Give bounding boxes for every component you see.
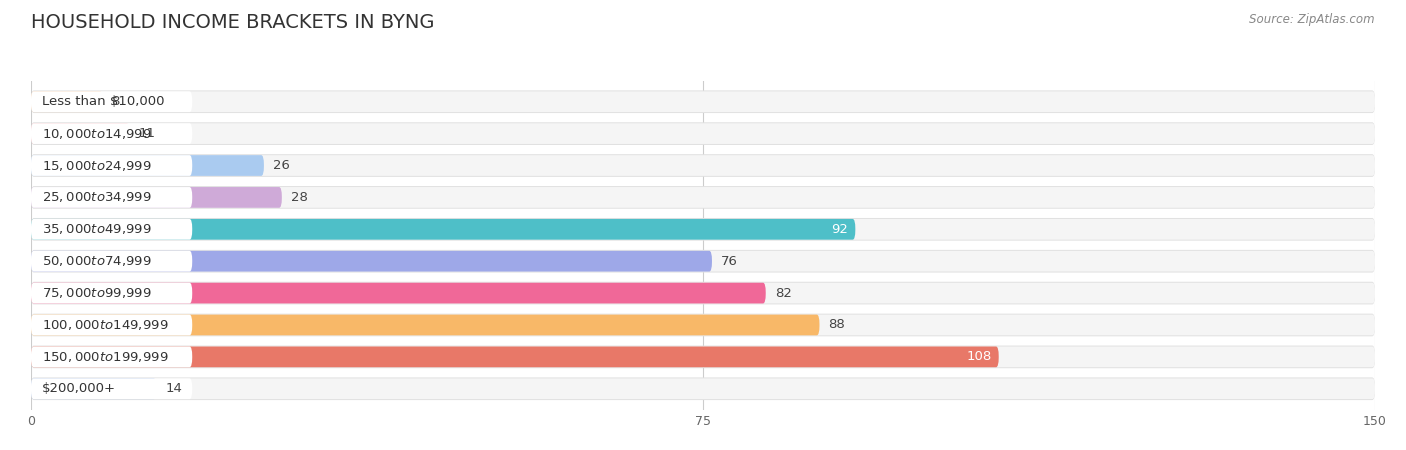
FancyBboxPatch shape — [31, 123, 193, 144]
FancyBboxPatch shape — [31, 378, 1375, 400]
FancyBboxPatch shape — [31, 251, 193, 271]
Text: 11: 11 — [138, 127, 156, 140]
FancyBboxPatch shape — [31, 155, 1375, 176]
FancyBboxPatch shape — [31, 122, 1375, 145]
Text: Source: ZipAtlas.com: Source: ZipAtlas.com — [1250, 14, 1375, 27]
FancyBboxPatch shape — [31, 186, 1375, 209]
FancyBboxPatch shape — [31, 155, 193, 176]
Text: 92: 92 — [831, 223, 848, 236]
FancyBboxPatch shape — [31, 251, 711, 271]
Text: 88: 88 — [828, 319, 845, 332]
Text: $150,000 to $199,999: $150,000 to $199,999 — [42, 350, 169, 364]
FancyBboxPatch shape — [31, 282, 1375, 304]
FancyBboxPatch shape — [31, 251, 1375, 271]
FancyBboxPatch shape — [31, 123, 1375, 144]
FancyBboxPatch shape — [31, 123, 129, 144]
FancyBboxPatch shape — [31, 315, 820, 335]
FancyBboxPatch shape — [31, 314, 1375, 336]
FancyBboxPatch shape — [31, 219, 855, 240]
Text: $10,000 to $14,999: $10,000 to $14,999 — [42, 126, 152, 140]
FancyBboxPatch shape — [31, 250, 1375, 273]
FancyBboxPatch shape — [31, 283, 766, 303]
FancyBboxPatch shape — [31, 346, 998, 367]
FancyBboxPatch shape — [31, 155, 264, 176]
Text: 26: 26 — [273, 159, 290, 172]
FancyBboxPatch shape — [31, 91, 1375, 112]
FancyBboxPatch shape — [31, 91, 193, 112]
FancyBboxPatch shape — [31, 90, 1375, 113]
Text: $35,000 to $49,999: $35,000 to $49,999 — [42, 222, 152, 236]
Text: 108: 108 — [966, 351, 991, 364]
FancyBboxPatch shape — [31, 219, 193, 240]
FancyBboxPatch shape — [31, 346, 1375, 368]
Text: 14: 14 — [166, 382, 183, 395]
FancyBboxPatch shape — [31, 218, 1375, 241]
Text: $200,000+: $200,000+ — [42, 382, 115, 395]
FancyBboxPatch shape — [31, 283, 193, 303]
Text: 8: 8 — [111, 95, 120, 108]
FancyBboxPatch shape — [31, 91, 103, 112]
FancyBboxPatch shape — [31, 187, 1375, 208]
Text: HOUSEHOLD INCOME BRACKETS IN BYNG: HOUSEHOLD INCOME BRACKETS IN BYNG — [31, 14, 434, 32]
FancyBboxPatch shape — [31, 346, 1375, 367]
Text: 76: 76 — [721, 255, 738, 268]
FancyBboxPatch shape — [31, 378, 193, 399]
FancyBboxPatch shape — [31, 315, 1375, 335]
FancyBboxPatch shape — [31, 346, 193, 367]
FancyBboxPatch shape — [31, 187, 281, 208]
FancyBboxPatch shape — [31, 283, 1375, 303]
Text: $15,000 to $24,999: $15,000 to $24,999 — [42, 158, 152, 172]
Text: 82: 82 — [775, 287, 792, 300]
FancyBboxPatch shape — [31, 315, 193, 335]
FancyBboxPatch shape — [31, 378, 1375, 399]
FancyBboxPatch shape — [31, 154, 1375, 177]
Text: $75,000 to $99,999: $75,000 to $99,999 — [42, 286, 152, 300]
FancyBboxPatch shape — [31, 187, 193, 208]
Text: $100,000 to $149,999: $100,000 to $149,999 — [42, 318, 169, 332]
Text: 28: 28 — [291, 191, 308, 204]
FancyBboxPatch shape — [31, 219, 1375, 240]
Text: Less than $10,000: Less than $10,000 — [42, 95, 165, 108]
FancyBboxPatch shape — [31, 378, 156, 399]
Text: $25,000 to $34,999: $25,000 to $34,999 — [42, 190, 152, 204]
Text: $50,000 to $74,999: $50,000 to $74,999 — [42, 254, 152, 268]
